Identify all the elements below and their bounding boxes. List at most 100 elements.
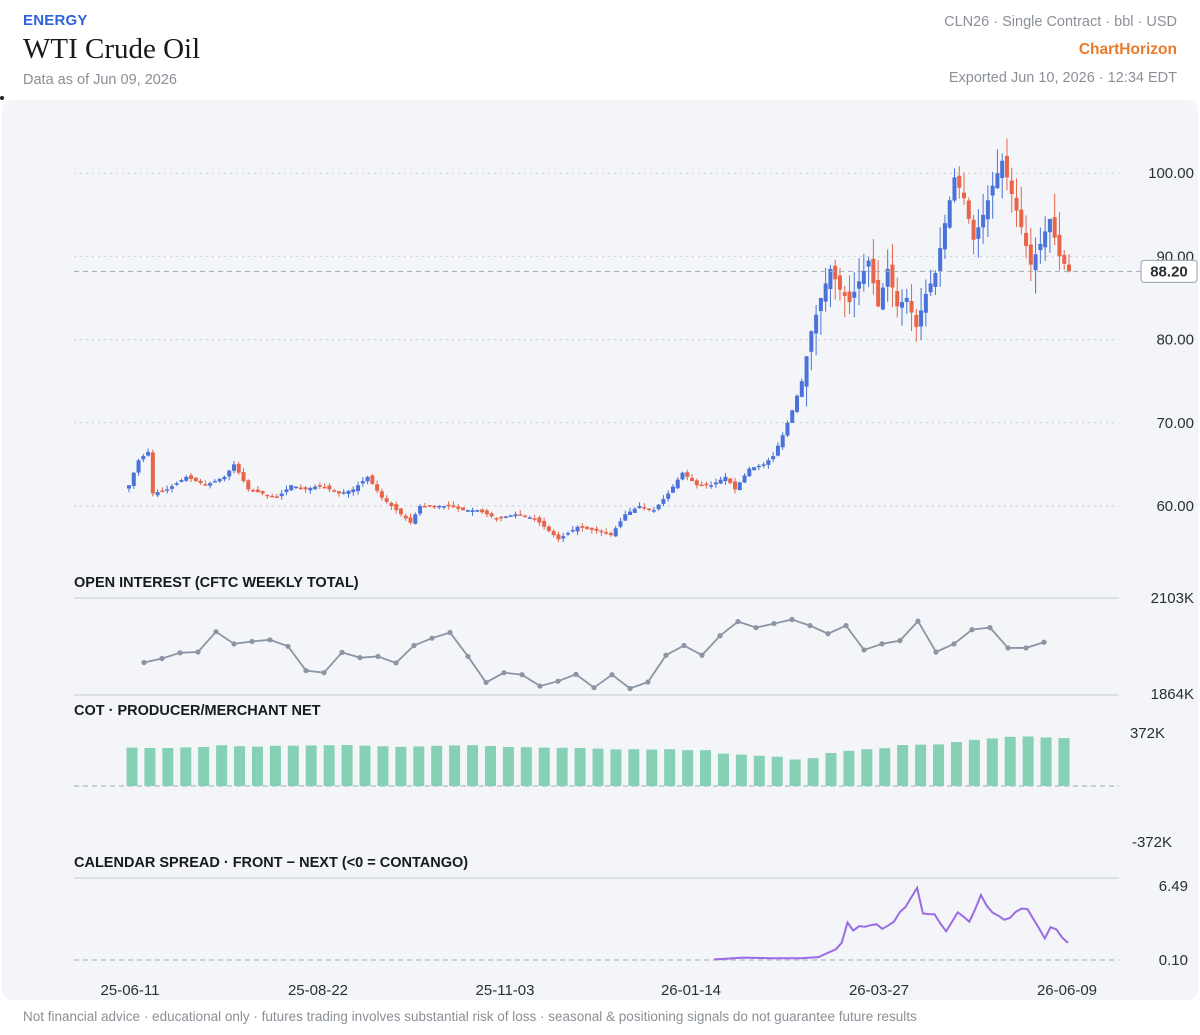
- oi-point: [303, 668, 309, 674]
- oi-tick-label: 1864K: [1151, 686, 1194, 703]
- cot-bar: [341, 745, 353, 786]
- cot-bar: [1022, 736, 1034, 786]
- candle-body: [632, 508, 637, 513]
- oi-point: [429, 635, 435, 641]
- oi-point: [267, 637, 273, 643]
- candle-body: [408, 517, 413, 523]
- candle-body: [556, 534, 561, 540]
- candle-body: [365, 476, 370, 482]
- candle-body: [150, 452, 155, 494]
- candle-body: [208, 483, 213, 486]
- candle-body: [480, 509, 485, 513]
- candle-body: [771, 456, 776, 460]
- candle-body: [308, 487, 313, 491]
- candle-body: [623, 514, 628, 521]
- candle-body: [518, 514, 523, 516]
- candle-body: [217, 478, 222, 482]
- candle-body: [437, 506, 442, 508]
- cot-title: COT · PRODUCER/MERCHANT NET: [74, 703, 321, 719]
- oi-point: [645, 679, 651, 685]
- candle-body: [809, 331, 814, 352]
- candle-body: [384, 498, 389, 502]
- candle-body: [422, 505, 427, 508]
- candle-body: [169, 486, 174, 489]
- candle-body: [790, 410, 795, 423]
- brand-logo[interactable]: ChartHorizon: [1078, 41, 1177, 58]
- oi-point: [339, 649, 345, 655]
- candle-body: [971, 219, 976, 240]
- oi-point: [1023, 645, 1029, 651]
- cot-bar: [323, 745, 335, 786]
- oi-title: OPEN INTEREST (CFTC WEEKLY TOTAL): [74, 575, 359, 591]
- candle-body: [718, 479, 723, 484]
- oi-point: [861, 647, 867, 653]
- x-tick-label: 25-06-11: [101, 982, 160, 999]
- oi-point: [375, 653, 381, 660]
- oi-point: [141, 659, 147, 666]
- cot-bar: [771, 756, 783, 786]
- candle-body: [470, 510, 475, 512]
- candle-body: [246, 480, 251, 490]
- cot-bar: [915, 744, 927, 786]
- candle-body: [294, 486, 299, 489]
- candle-body: [174, 483, 179, 485]
- candle-body: [962, 192, 967, 199]
- cot-bar: [538, 747, 550, 786]
- oi-point: [231, 641, 237, 647]
- candle-body: [1009, 180, 1014, 194]
- oi-point: [591, 685, 597, 691]
- candle-body: [904, 298, 909, 302]
- candle-body: [546, 526, 551, 531]
- x-tick-label: 25-11-03: [476, 982, 535, 999]
- candle-body: [804, 356, 809, 387]
- candle-body: [236, 463, 241, 473]
- candle-body: [928, 283, 933, 293]
- candle-body: [1014, 197, 1019, 211]
- oi-point: [285, 643, 291, 649]
- candle-body: [589, 527, 594, 530]
- cot-bar: [431, 745, 443, 786]
- candle-body: [389, 502, 394, 506]
- candle-body: [795, 395, 800, 412]
- candle-body: [818, 298, 823, 312]
- oi-point: [447, 629, 453, 636]
- cot-bar: [950, 742, 962, 786]
- oi-point: [789, 616, 795, 623]
- candle-body: [255, 489, 260, 493]
- cot-bar: [377, 746, 389, 786]
- cot-bar: [1058, 738, 1070, 786]
- cot-bar: [610, 749, 622, 786]
- candle-body: [747, 468, 752, 477]
- cot-bar: [879, 748, 891, 786]
- candle-body: [313, 486, 318, 490]
- candle-body: [494, 518, 499, 520]
- oi-point: [753, 625, 759, 631]
- candle-body: [890, 264, 895, 288]
- oi-point: [465, 653, 471, 660]
- candle-body: [585, 526, 590, 529]
- candle-body: [933, 273, 938, 287]
- candle-body: [732, 481, 737, 490]
- candle-body: [656, 504, 661, 510]
- candle-body: [642, 507, 647, 509]
- candle-body: [785, 422, 790, 436]
- x-tick-label: 26-03-27: [849, 982, 909, 999]
- candle-body: [723, 476, 728, 482]
- oi-point: [915, 618, 921, 624]
- price-tick-label: 100.00: [1148, 165, 1194, 182]
- candle-body: [1047, 218, 1052, 233]
- candle-body: [780, 435, 785, 448]
- candle-body: [985, 200, 990, 220]
- candle-body: [499, 516, 504, 519]
- candle-body: [346, 490, 351, 494]
- candle-body: [165, 489, 170, 491]
- oi-point: [951, 641, 957, 647]
- candle-body: [694, 480, 699, 486]
- cot-bar: [592, 748, 604, 786]
- candle-body: [136, 460, 141, 473]
- candle-body: [317, 485, 322, 487]
- cot-bar: [807, 758, 819, 786]
- oi-point: [195, 649, 201, 655]
- disclaimer: Not financial advice · educational only …: [23, 1009, 917, 1024]
